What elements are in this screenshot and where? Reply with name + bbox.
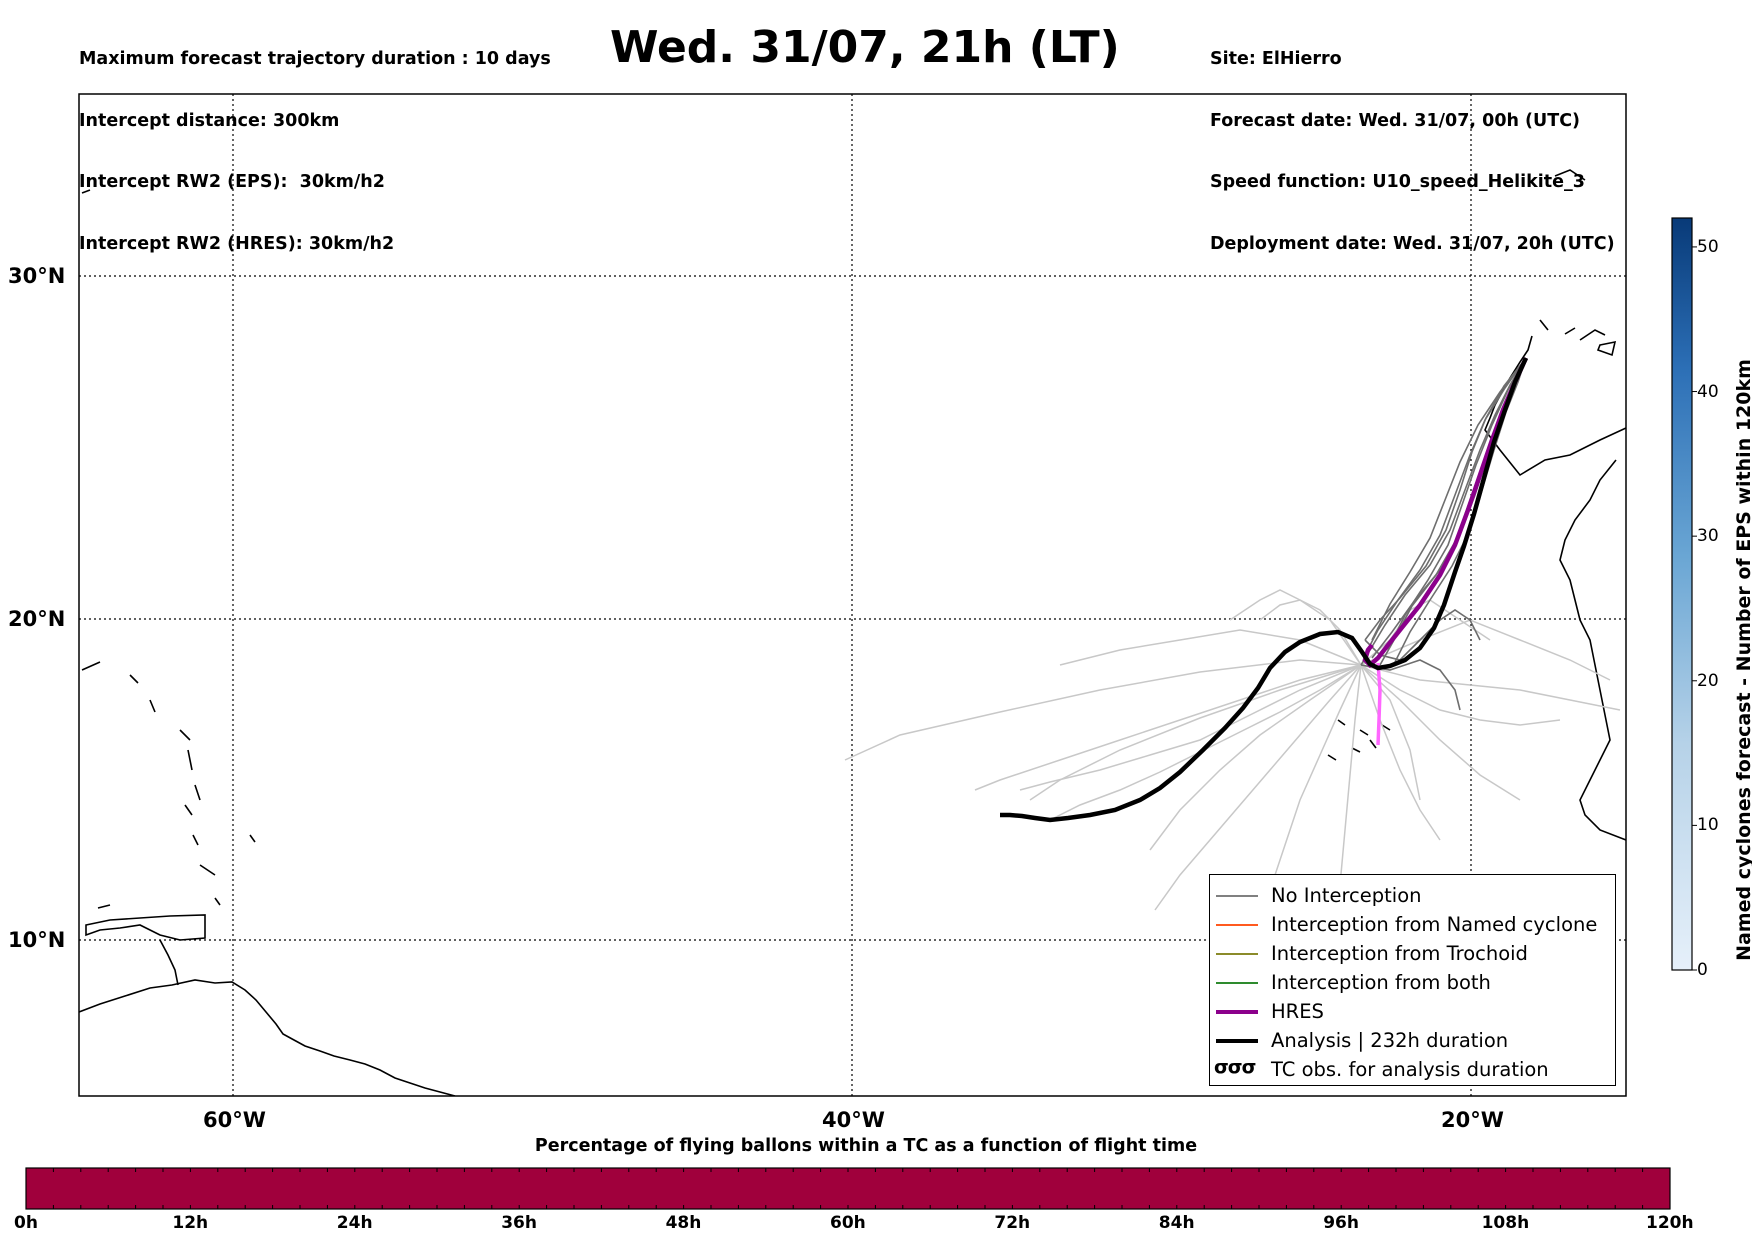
colorbar-tick-label: 20 — [1697, 670, 1719, 691]
coast-africa-west — [1559, 459, 1626, 841]
legend-swatch — [1216, 924, 1258, 926]
time-tick-label: 60h — [830, 1213, 866, 1233]
coast-cape-verde — [1327, 724, 1391, 761]
colorbar-tick-label: 50 — [1697, 236, 1719, 257]
coast-cape-verde-2 — [1337, 719, 1369, 736]
legend-label: Interception from Named cyclone — [1271, 913, 1598, 936]
lat-label-20n: 20°N — [8, 607, 66, 631]
page-title: Wed. 31/07, 21h (LT) — [610, 22, 1120, 73]
speed-function: Speed function: U10_speed_Helikite_3 — [1210, 172, 1585, 192]
coast-bahamas-1 — [81, 189, 91, 194]
map-legend: No Interception Interception from Named … — [1209, 874, 1616, 1086]
colorbar-tick-marks — [1692, 246, 1697, 971]
time-bar — [25, 1167, 1671, 1210]
legend-label: Analysis | 232h duration — [1271, 1029, 1509, 1052]
legend-item-tc-obs: σσσ TC obs. for analysis duration — [1210, 1055, 1615, 1084]
time-tick-label: 48h — [665, 1213, 702, 1233]
hres-trajectory-tail — [1376, 662, 1382, 746]
legend-item-both: Interception from both — [1210, 968, 1615, 997]
param-intercept-distance: Intercept distance: 300km — [79, 110, 340, 131]
lon-label-60w: 60°W — [203, 1108, 266, 1132]
coast-venezuela-bay — [159, 939, 179, 986]
legend-label: Interception from Trochoid — [1271, 942, 1528, 965]
lon-label-40w: 40°W — [822, 1108, 885, 1132]
legend-item-analysis: Analysis | 232h duration — [1210, 1026, 1615, 1055]
coastlines — [79, 169, 1626, 1096]
time-tick-label: 0h — [14, 1213, 38, 1233]
time-tick-label: 12h — [172, 1213, 209, 1233]
legend-swatch — [1216, 982, 1258, 984]
deployment-date: Deployment date: Wed. 31/07, 20h (UTC) — [1210, 233, 1615, 254]
legend-item-trochoid: Interception from Trochoid — [1210, 939, 1615, 968]
legend-swatch — [1216, 1010, 1258, 1014]
analysis-trajectory — [1000, 357, 1529, 823]
legend-label: Interception from both — [1271, 971, 1491, 994]
legend-swatch — [1216, 953, 1258, 955]
legend-swatch — [1216, 1039, 1258, 1043]
param-duration: Maximum forecast trajectory duration : 1… — [79, 49, 551, 69]
param-rw2-eps: Intercept RW2 (EPS): 30km/h2 — [79, 172, 385, 192]
coast-trinidad — [85, 914, 206, 941]
legend-swatch — [1216, 895, 1258, 897]
time-tick-label: 72h — [994, 1213, 1031, 1233]
coast-south-america — [79, 979, 456, 1096]
legend-label: HRES — [1271, 1000, 1324, 1023]
colorbar-tick-label: 30 — [1697, 526, 1719, 547]
forecast-parameters: Maximum forecast trajectory duration : 1… — [79, 8, 551, 275]
lat-label-10n: 10°N — [8, 928, 66, 952]
legend-item-no-interception: No Interception — [1210, 881, 1615, 910]
colorbar-tick-label: 0 — [1697, 960, 1708, 980]
site-info: Site: ElHierro Forecast date: Wed. 31/07… — [1210, 8, 1615, 275]
tc-symbol-icon: σσσ — [1214, 1056, 1256, 1078]
time-tick-label: 84h — [1158, 1213, 1195, 1233]
eps-trajectories-light — [844, 589, 1621, 911]
param-rw2-hres: Intercept RW2 (HRES): 30km/h2 — [79, 233, 395, 254]
time-tick-label: 108h — [1481, 1213, 1530, 1233]
time-tick-label: 120h — [1646, 1213, 1694, 1233]
cyclone-colorbar — [1671, 217, 1693, 971]
legend-item-hres: HRES — [1210, 997, 1615, 1026]
colorbar-tick-label: 10 — [1697, 815, 1719, 836]
forecast-date: Forecast date: Wed. 31/07, 00h (UTC) — [1210, 110, 1581, 131]
colorbar-tick-label: 40 — [1697, 381, 1719, 402]
lat-label-30n: 30°N — [8, 264, 66, 288]
coast-africa — [1484, 335, 1626, 477]
time-tick-label: 24h — [336, 1213, 373, 1233]
lon-label-20w: 20°W — [1441, 1108, 1504, 1132]
time-bar-title: Percentage of flying ballons within a TC… — [534, 1136, 1198, 1156]
legend-label: TC obs. for analysis duration — [1271, 1058, 1549, 1081]
legend-label: No Interception — [1271, 884, 1422, 907]
coast-grenada-islets — [97, 834, 256, 909]
coast-canary-islands — [1539, 169, 1617, 357]
site-name: Site: ElHierro — [1210, 49, 1342, 69]
coast-lesser-antilles — [81, 661, 216, 876]
legend-item-named-cyclone: Interception from Named cyclone — [1210, 910, 1615, 939]
time-bar-tick-marks — [52, 1168, 1644, 1209]
time-tick-label: 96h — [1323, 1213, 1359, 1233]
time-tick-label: 36h — [501, 1213, 537, 1233]
colorbar-label: Named cyclones forecast - Number of EPS … — [1733, 359, 1752, 961]
map-frame — [78, 93, 1627, 1097]
